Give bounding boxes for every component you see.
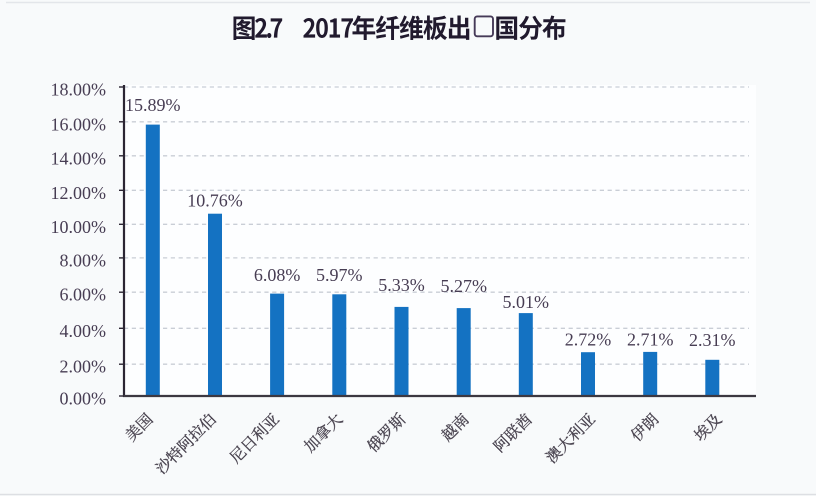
svg-text:5.01%: 5.01% <box>503 292 550 312</box>
svg-text:2.00%: 2.00% <box>60 357 107 377</box>
svg-text:8.00%: 8.00% <box>60 250 107 270</box>
svg-text:2.31%: 2.31% <box>689 330 736 350</box>
svg-text:5.27%: 5.27% <box>440 276 487 296</box>
svg-text:0.00%: 0.00% <box>60 389 107 409</box>
svg-text:2.71%: 2.71% <box>627 330 674 350</box>
svg-text:5.97%: 5.97% <box>316 265 363 285</box>
svg-text:10.76%: 10.76% <box>187 191 243 211</box>
svg-text:2.72%: 2.72% <box>565 329 612 349</box>
svg-text:16.00%: 16.00% <box>51 114 107 134</box>
svg-text:14.00%: 14.00% <box>51 148 107 168</box>
svg-text:4.00%: 4.00% <box>60 321 107 341</box>
svg-text:18.00%: 18.00% <box>51 80 107 100</box>
svg-text:6.08%: 6.08% <box>254 265 301 285</box>
svg-text:15.89%: 15.89% <box>125 95 181 115</box>
svg-text:12.00%: 12.00% <box>51 183 107 203</box>
svg-text:10.00%: 10.00% <box>51 217 107 237</box>
svg-text:6.00%: 6.00% <box>60 285 107 305</box>
svg-text:5.33%: 5.33% <box>378 275 425 295</box>
